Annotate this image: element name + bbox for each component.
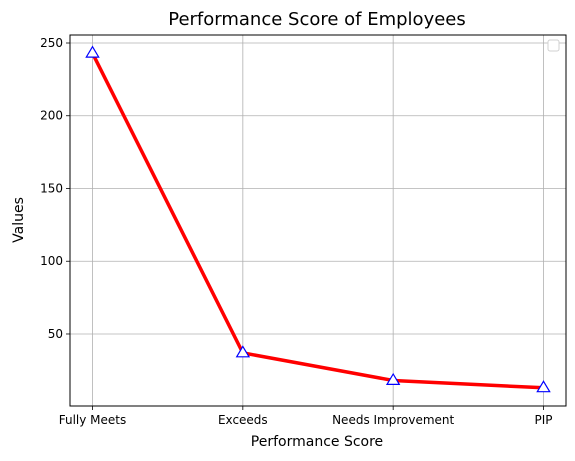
series-line	[90, 51, 546, 390]
x-tick-label: Needs Improvement	[332, 413, 454, 427]
grid	[70, 35, 566, 406]
y-tick-label: 200	[40, 109, 63, 123]
x-tick-label: PIP	[534, 413, 552, 427]
y-tick-label: 100	[40, 254, 63, 268]
x-tick-label: Exceeds	[218, 413, 268, 427]
legend-box	[547, 39, 560, 52]
chart-title: Performance Score of Employees	[168, 9, 466, 30]
y-tick-label: 150	[40, 181, 63, 195]
data-point-marker	[235, 345, 251, 358]
data-point-marker	[536, 380, 551, 393]
series	[85, 45, 551, 393]
y-tick-label: 50	[48, 327, 63, 341]
plot-frame	[69, 34, 567, 407]
x-tick-label: Fully Meets	[59, 413, 127, 427]
x-axis-label: Performance Score	[251, 434, 383, 450]
y-axis-label: Values	[11, 197, 27, 243]
y-tick-label: 250	[40, 36, 63, 50]
data-point-marker	[85, 45, 100, 58]
ticks: Fully Meets Exceeds Needs Improvement PIP 50…	[40, 36, 552, 427]
data-point-marker	[385, 372, 401, 385]
